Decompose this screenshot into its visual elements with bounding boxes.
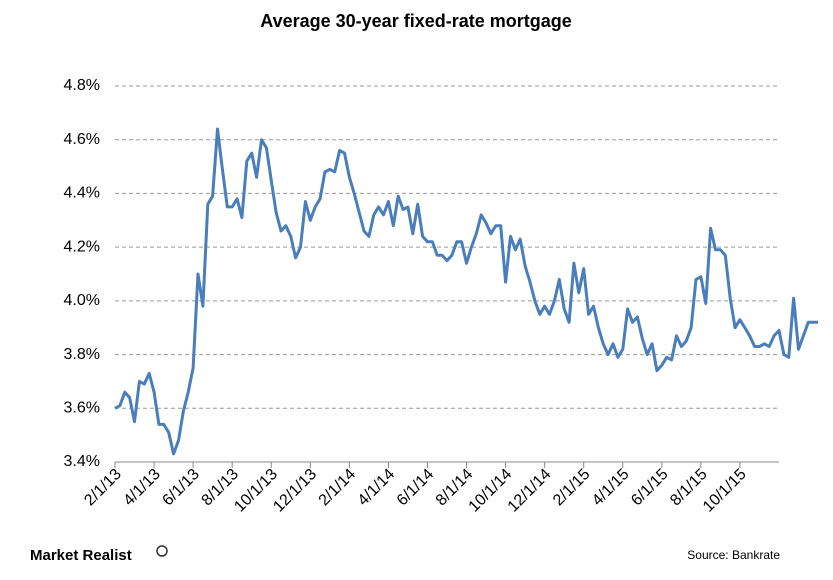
x-tick-label: 2/1/14 — [316, 466, 360, 510]
x-tick-label: 4/1/14 — [355, 466, 399, 510]
x-tick-label: 6/1/13 — [159, 466, 203, 510]
brand-icon — [156, 545, 168, 557]
y-tick-label: 4.4% — [64, 185, 100, 202]
y-tick-label: 3.6% — [64, 400, 100, 417]
x-tick-label: 2/1/13 — [81, 466, 125, 510]
branding: Market Realist — [30, 547, 132, 564]
y-tick-label: 3.8% — [64, 346, 100, 363]
x-tick-label: 10/1/15 — [700, 466, 750, 516]
y-tick-label: 4.8% — [64, 77, 100, 94]
y-tick-label: 4.2% — [64, 238, 100, 255]
y-tick-label: 4.0% — [64, 292, 100, 309]
x-tick-label: 4/1/13 — [120, 466, 164, 510]
line-series — [114, 127, 819, 456]
chart-title: Average 30-year fixed-rate mortgage — [260, 11, 571, 31]
x-tick-label: 4/1/15 — [589, 466, 633, 510]
y-tick-label: 3.4% — [64, 453, 100, 470]
x-tick-label: 12/1/13 — [270, 466, 320, 516]
x-tick-label: 6/1/14 — [394, 466, 438, 510]
source: Source: Bankrate — [687, 548, 780, 562]
x-tick-label: 6/1/15 — [628, 466, 672, 510]
x-tick-label: 12/1/14 — [505, 466, 555, 516]
y-tick-label: 4.6% — [64, 131, 100, 148]
x-tick-label: 2/1/15 — [550, 466, 594, 510]
